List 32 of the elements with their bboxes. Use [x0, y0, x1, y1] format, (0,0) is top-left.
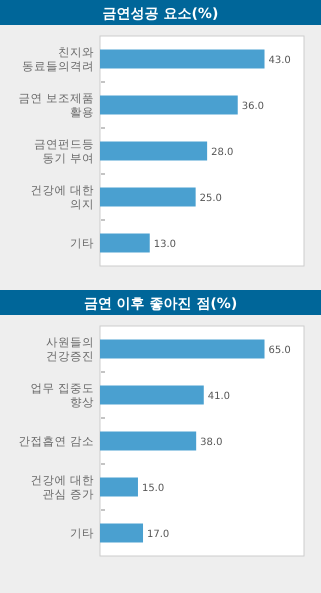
bar	[100, 142, 208, 160]
bar	[100, 188, 196, 206]
data-label: 15.0	[142, 483, 164, 494]
bar	[100, 50, 265, 68]
bar	[100, 524, 144, 542]
data-label: 25.0	[200, 193, 222, 204]
data-label: 41.0	[208, 391, 230, 402]
bar	[100, 478, 138, 496]
y-tick-label: 기타	[70, 526, 94, 540]
y-tick-label: 건강에 대한 관심 증가	[30, 473, 94, 501]
data-label: 43.0	[268, 55, 291, 66]
data-label: 65.0	[268, 345, 291, 356]
data-label: 38.0	[200, 437, 222, 448]
y-tick-label: 친지와 동료들의격려	[22, 45, 94, 73]
data-label: 28.0	[211, 147, 234, 158]
chart-title: 금연 이후 좋아진 점(%)	[84, 296, 238, 312]
y-tick-label: 사원들의 건강증진	[46, 335, 94, 363]
y-tick-label: 건강에 대한 의지	[30, 183, 94, 211]
data-label: 17.0	[147, 529, 170, 540]
bar	[100, 340, 265, 358]
bar	[100, 96, 238, 114]
y-tick-label: 기타	[70, 236, 94, 250]
y-tick-label: 간접흡연 감소	[18, 434, 94, 448]
data-label: 36.0	[242, 101, 264, 112]
chart-title: 금연성공 요소(%)	[102, 6, 218, 22]
data-label: 13.0	[154, 239, 176, 250]
y-tick-label: 금연펀드등 동기 부여	[34, 137, 94, 165]
bar	[100, 234, 150, 252]
y-tick-label: 금연 보조제품 활용	[18, 91, 94, 119]
bar	[100, 386, 204, 404]
bar	[100, 432, 196, 450]
y-tick-label: 업무 집중도 향상	[30, 381, 94, 409]
